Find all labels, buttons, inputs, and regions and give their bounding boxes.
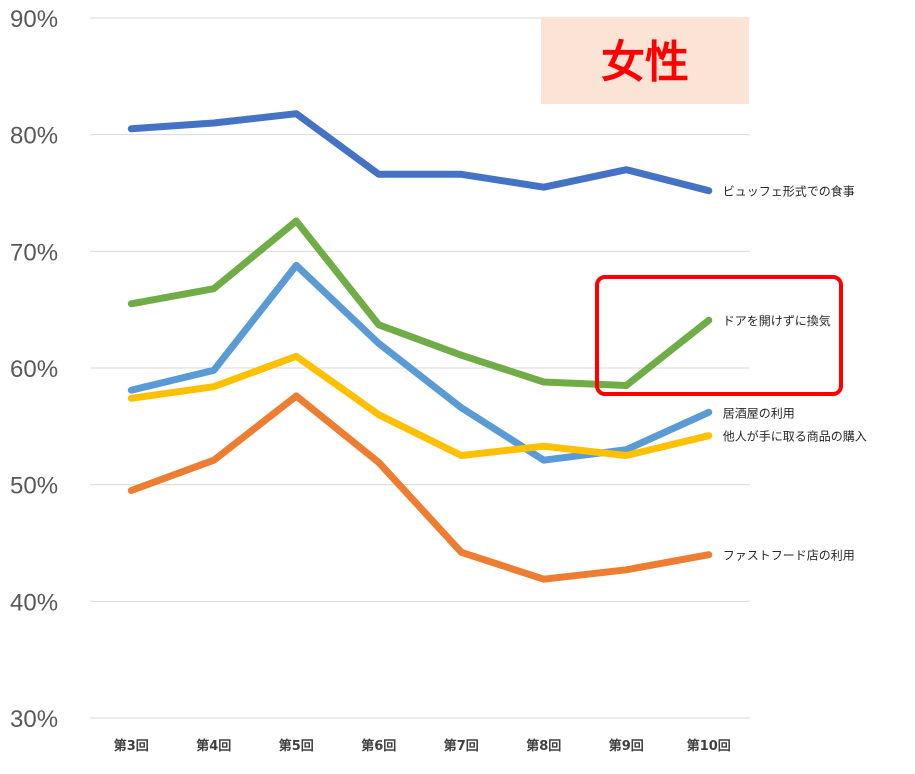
chart-title: 女性 [601, 37, 689, 88]
series-label: 他人が手に取る商品の購入 [723, 429, 867, 444]
series-label: ドアを開けずに換気 [723, 313, 831, 328]
series-line [127, 392, 713, 583]
series-label: ファストフード店の利用 [723, 549, 855, 563]
x-tick-label: 第5回 [279, 738, 314, 754]
series-line [127, 110, 713, 195]
series-label: 居酒屋の利用 [723, 406, 795, 420]
highlight-box [595, 275, 843, 396]
gridlines [90, 17, 750, 719]
y-tick-label: 30% [10, 706, 58, 733]
y-tick-label: 60% [10, 356, 58, 383]
y-tick-label: 70% [10, 239, 58, 266]
series-line [127, 261, 713, 464]
y-axis-ticks: 90% 80% 70% 60% 50% 40% 30% [10, 6, 58, 733]
series-line [127, 352, 713, 459]
x-tick-label: 第10回 [687, 738, 731, 754]
x-tick-label: 第8回 [526, 738, 561, 754]
x-tick-label: 第7回 [444, 738, 479, 754]
x-tick-label: 第4回 [196, 738, 231, 754]
series-line [127, 217, 713, 389]
series-labels: ビュッフェ形式での食事ドアを開けずに換気居酒屋の利用他人が手に取る商品の購入ファ… [723, 184, 867, 563]
title-background [541, 17, 749, 104]
x-tick-label: 第3回 [114, 738, 149, 754]
series-lines [127, 110, 713, 583]
series-label: ビュッフェ形式での食事 [723, 184, 855, 199]
x-tick-label: 第6回 [361, 738, 396, 754]
y-tick-label: 50% [10, 473, 58, 500]
y-tick-label: 90% [10, 6, 58, 33]
y-tick-label: 40% [10, 589, 58, 616]
x-axis-ticks: 第3回 第4回 第5回 第6回 第7回 第8回 第9回 第10回 [114, 738, 731, 754]
y-tick-label: 80% [10, 123, 58, 150]
x-tick-label: 第9回 [609, 738, 644, 754]
